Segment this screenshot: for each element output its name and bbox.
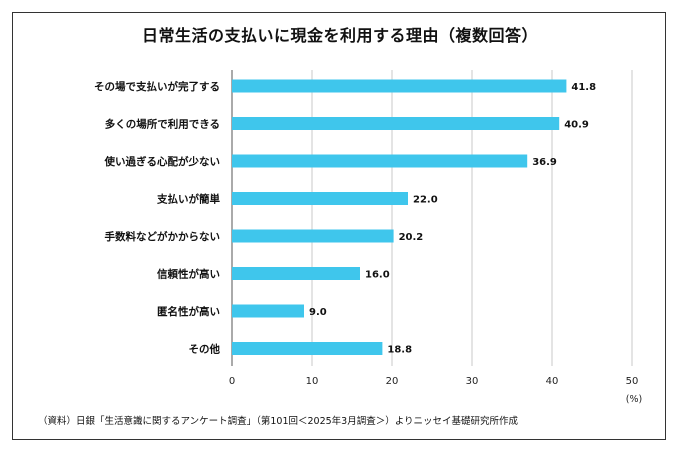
bar — [232, 267, 360, 280]
category-label: その他 — [189, 343, 221, 356]
category-label: 匿名性が高い — [157, 305, 220, 318]
bar — [232, 154, 528, 168]
category-label: 手数料などがかからない — [105, 230, 221, 243]
bar — [232, 304, 304, 318]
category-label: その場で支払いが完了する — [94, 80, 220, 93]
value-label: 16.0 — [365, 270, 390, 281]
source-note: （資料）日銀「生活意識に関するアンケート調査」（第101回＜2025年3月調査＞… — [38, 416, 519, 427]
category-label: 信頼性が高い — [157, 268, 220, 281]
value-label: 36.9 — [532, 157, 557, 168]
x-tick-label: 30 — [466, 376, 479, 387]
category-label: 使い過ぎる心配が少ない — [104, 155, 221, 168]
category-label: 支払いが簡単 — [156, 193, 220, 206]
bar — [232, 229, 394, 243]
x-tick-label: 10 — [306, 376, 319, 387]
x-tick-label: 20 — [386, 376, 399, 387]
value-label: 41.8 — [571, 82, 596, 93]
chart-title: 日常生活の支払いに現金を利用する理由（複数回答） — [141, 26, 538, 45]
x-tick-label: 50 — [626, 376, 639, 387]
value-label: 22.0 — [413, 195, 438, 206]
bar — [232, 342, 383, 355]
value-label: 9.0 — [309, 307, 327, 318]
bar — [232, 192, 408, 205]
bar — [232, 79, 567, 93]
category-label: 多くの場所で利用できる — [105, 118, 220, 131]
x-unit-label: (%) — [626, 394, 642, 405]
value-label: 18.8 — [387, 345, 412, 356]
x-tick-label: 40 — [546, 376, 559, 387]
value-label: 20.2 — [399, 232, 424, 243]
bar — [232, 117, 560, 130]
value-label: 40.9 — [564, 120, 589, 131]
x-tick-label: 0 — [229, 376, 235, 387]
